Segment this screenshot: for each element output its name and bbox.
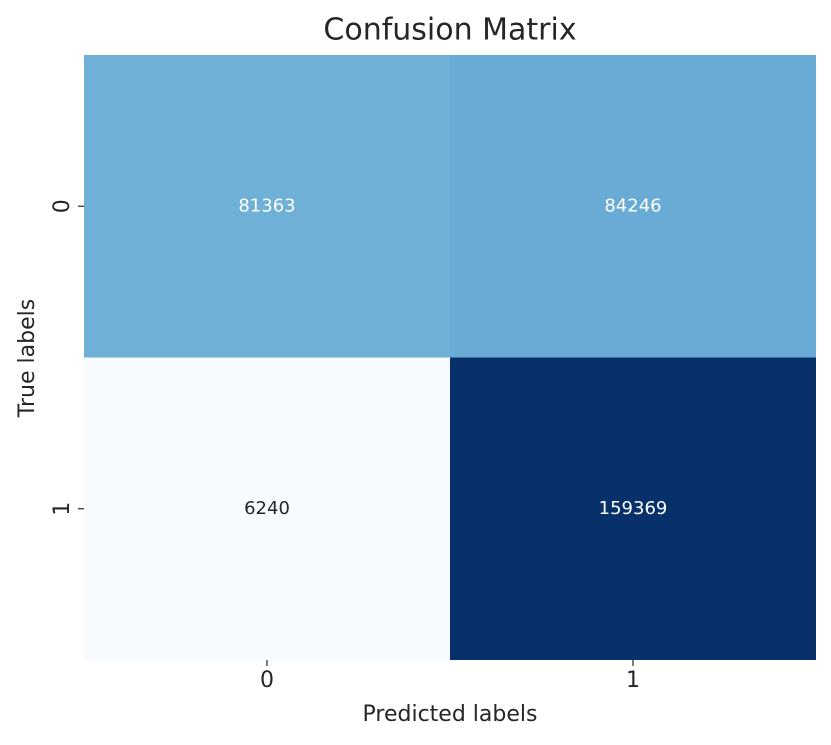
heatmap-cell <box>450 357 816 660</box>
heatmap-cell <box>84 357 450 660</box>
cell-label: 6240 <box>244 498 290 519</box>
x-axis-label: Predicted labels <box>363 702 538 727</box>
x-tick-label: 1 <box>626 668 640 693</box>
cell-label: 159369 <box>599 498 668 519</box>
chart-title: Confusion Matrix <box>323 13 576 48</box>
heatmap-cell <box>450 55 816 358</box>
cell-label: 84246 <box>604 195 661 216</box>
y-tick-label: 0 <box>50 199 75 213</box>
y-tick-label: 1 <box>50 502 75 516</box>
heatmap-cell <box>84 55 450 358</box>
y-axis-label: True labels <box>15 299 40 418</box>
x-tick-label: 0 <box>260 668 274 693</box>
cell-label: 81363 <box>238 195 295 216</box>
